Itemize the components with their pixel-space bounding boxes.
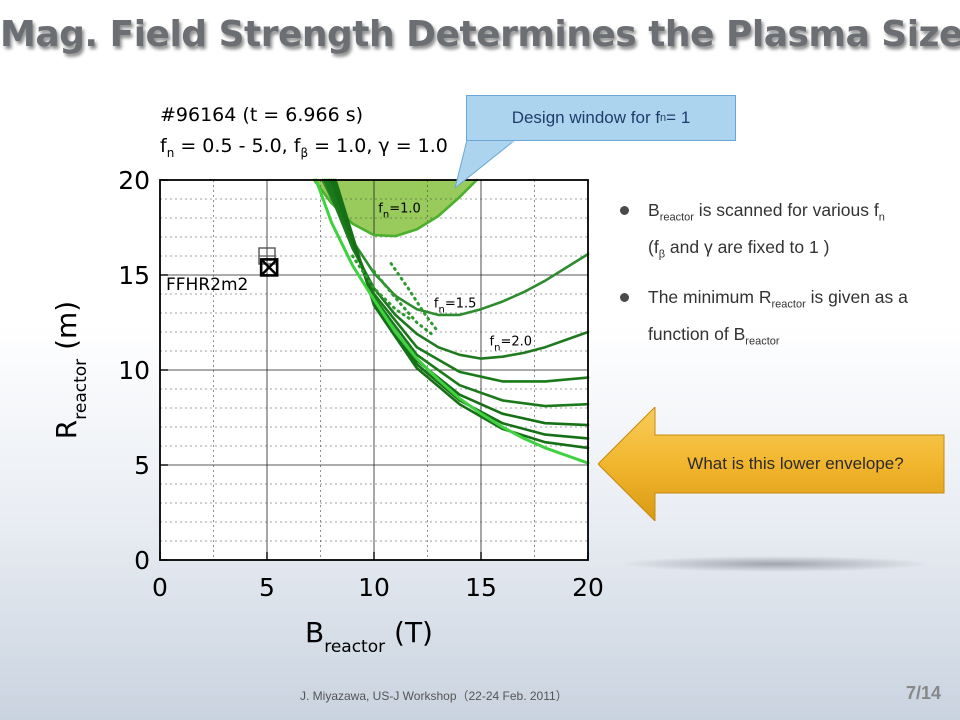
y-tick-label: 10 <box>118 356 150 385</box>
arrow-shadow <box>620 556 930 572</box>
bullet-list: Breactor is scanned for various fn (fβ a… <box>620 196 960 370</box>
x-tick-label: 10 <box>358 573 390 602</box>
page-number: 7/14 <box>906 683 942 703</box>
bullet-item: Breactor is scanned for various fn (fβ a… <box>620 196 960 269</box>
series-line <box>314 178 590 465</box>
bullet-dot-icon <box>620 293 629 302</box>
y-tick-label: 15 <box>118 261 150 290</box>
series-line <box>334 178 590 450</box>
dotted-series-line <box>351 254 414 323</box>
slide-title: Mag. Field Strength Determines the Plasm… <box>0 14 960 55</box>
left-arrow-icon <box>597 405 945 523</box>
bullet-item: The minimum Rreactor is given as a funct… <box>620 283 960 356</box>
curve-label: fn=2.0 <box>490 334 533 353</box>
slide-footer: J. Miyazawa, US-J Workshop（22-24 Feb. 20… <box>300 689 568 703</box>
y-tick-label: 5 <box>134 451 150 480</box>
x-tick-label: 5 <box>259 573 275 602</box>
x-tick-label: 15 <box>465 573 497 602</box>
y-tick-label: 20 <box>118 166 150 195</box>
marker-boxcross <box>259 258 279 277</box>
y-axis-label: Rreactor (m) <box>50 301 91 439</box>
x-tick-label: 0 <box>152 573 168 602</box>
arrow-callout-text: What is this lower envelope? <box>687 454 904 473</box>
dotted-series-line <box>389 262 440 334</box>
curve-label: fn=1.5 <box>434 296 477 315</box>
callout-tail <box>455 140 516 189</box>
design-window-region <box>314 180 477 237</box>
series-line <box>325 178 590 383</box>
left-arrow-callout: What is this lower envelope? <box>597 405 946 523</box>
x-tick-label: 20 <box>572 573 604 602</box>
bullet-dot-icon <box>620 206 629 215</box>
plot-header: #96164 (t = 6.966 s) fn = 0.5 - 5.0, fβ … <box>160 100 448 169</box>
dotted-series-line <box>372 269 436 338</box>
curve-label: fn=1.0 <box>378 201 421 220</box>
y-tick-label: 0 <box>134 546 150 575</box>
series-line <box>323 178 590 360</box>
x-axis-label: Breactor (T) <box>305 616 433 657</box>
shot-info: #96164 (t = 6.966 s) <box>160 104 364 126</box>
parameter-line: fn = 0.5 - 5.0, fβ = 1.0, γ = 1.0 <box>160 135 448 160</box>
marker-label: FFHR2m2 <box>166 275 248 295</box>
marker-boxcross-b <box>260 258 278 277</box>
